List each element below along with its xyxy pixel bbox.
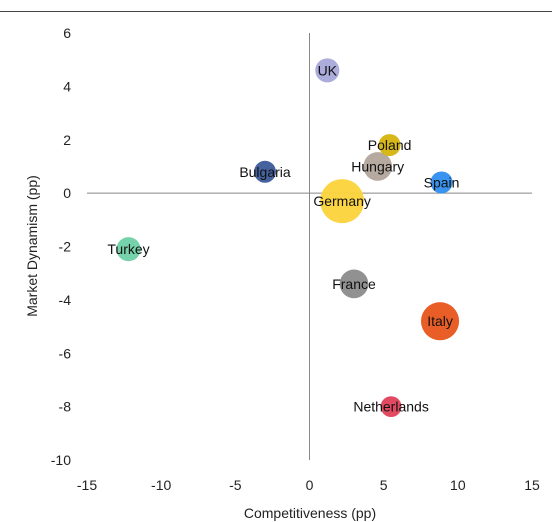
x-tick-label: 15 (524, 477, 540, 493)
axes (87, 33, 532, 460)
bubble-labels: UK Poland Hungary Bulgaria Spain Germany Turke… (107, 62, 459, 414)
y-tick-label: -6 (59, 345, 72, 361)
x-axis-title: Competitiveness (pp) (244, 505, 376, 521)
bubble-bulgaria (254, 160, 276, 183)
y-axis-title: Market Dynamism (pp) (24, 175, 40, 317)
bubble-label-netherlands: Netherlands (353, 399, 429, 415)
bubble-label-poland: Poland (368, 137, 412, 153)
bubble-label-bulgaria: Bulgaria (239, 164, 291, 180)
bubble-label-italy: Italy (427, 313, 453, 329)
bubbles (116, 58, 460, 418)
bubble-label-germany: Germany (313, 193, 371, 209)
bubble-uk (315, 58, 340, 83)
bubble-netherlands (380, 396, 402, 418)
y-tick-label: 2 (63, 132, 71, 148)
y-tick-labels: 6 4 2 0 -2 -4 -6 -8 -10 (51, 25, 71, 468)
y-tick-label: 0 (63, 185, 71, 201)
top-rule (0, 11, 552, 12)
x-tick-label: 0 (306, 477, 314, 493)
x-tick-labels: -15 -10 -5 0 5 10 15 (77, 477, 540, 493)
y-tick-label: -4 (59, 292, 72, 308)
x-tick-label: -15 (77, 477, 97, 493)
bubble-germany (320, 179, 365, 224)
bubble-label-france: France (332, 276, 376, 292)
y-tick-label: -8 (59, 399, 72, 415)
y-tick-label: -10 (51, 452, 71, 468)
bubble-label-spain: Spain (424, 174, 460, 190)
x-tick-label: -10 (151, 477, 171, 493)
y-tick-label: -2 (59, 239, 72, 255)
bubble-poland (378, 134, 401, 157)
bubble-label-turkey: Turkey (107, 241, 149, 257)
y-tick-label: 4 (63, 78, 71, 94)
bubble-hungary (363, 152, 393, 181)
bubble-turkey (116, 237, 141, 262)
x-tick-label: 5 (380, 477, 388, 493)
bubble-label-hungary: Hungary (351, 158, 404, 174)
bubble-italy (420, 302, 460, 341)
y-tick-label: 6 (63, 25, 71, 41)
bubble-spain (430, 171, 453, 194)
bubble-label-uk: UK (318, 62, 338, 78)
x-tick-label: -5 (229, 477, 242, 493)
x-tick-label: 10 (450, 477, 466, 493)
bubble-france (339, 269, 369, 299)
